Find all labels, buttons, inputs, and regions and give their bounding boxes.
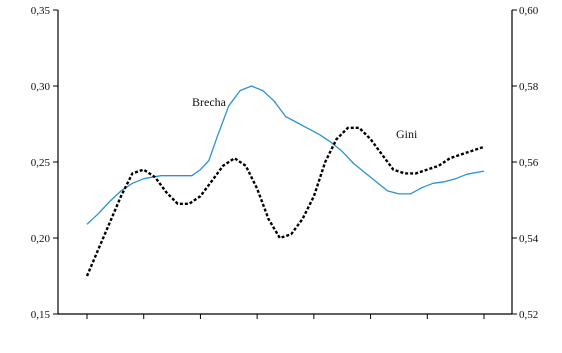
left-tick-label: 0,25: [31, 157, 51, 169]
left-tick-label: 0,15: [31, 309, 51, 321]
series-labels: Brecha Gini: [192, 95, 418, 141]
series-lines: [85, 85, 485, 277]
right-tick-label: 0,60: [519, 5, 539, 17]
left-tick-label: 0,30: [31, 81, 51, 93]
right-tick-label: 0,58: [519, 81, 539, 93]
series-line-gini: [85, 126, 485, 277]
series-label-gini: Gini: [396, 127, 418, 141]
axes: [53, 9, 517, 319]
series-line-brecha: [86, 85, 485, 225]
series-label-brecha: Brecha: [192, 95, 227, 109]
left-tick-label: 0,20: [31, 233, 51, 245]
right-tick-label: 0,54: [519, 233, 539, 245]
left-tick-label: 0,35: [31, 5, 51, 17]
tick-labels: 0,15 0,20 0,25 0,30 0,35 0,52 0,54 0,56 0,58 0,60: [31, 5, 539, 321]
right-tick-label: 0,52: [519, 309, 538, 321]
right-tick-label: 0,56: [519, 157, 539, 169]
